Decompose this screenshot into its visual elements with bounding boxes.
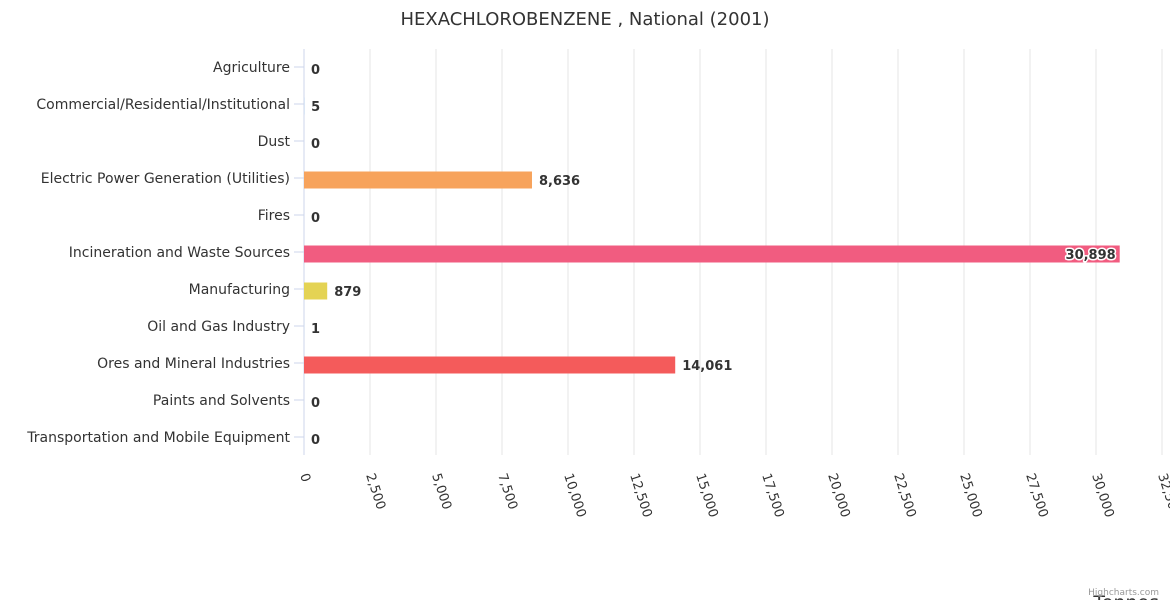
category-label: Ores and Mineral Industries (97, 356, 290, 372)
category-label: Transportation and Mobile Equipment (26, 430, 290, 446)
data-label: 5 (311, 100, 320, 115)
bar[interactable] (304, 357, 675, 374)
category-label: Manufacturing (189, 282, 290, 298)
bar[interactable] (304, 246, 1120, 263)
bar[interactable] (304, 283, 327, 300)
category-label: Electric Power Generation (Utilities) (41, 171, 290, 187)
category-label: Commercial/Residential/Institutional (36, 97, 290, 113)
credits-link[interactable]: Highcharts.com (1088, 588, 1159, 598)
data-label: 14,061 (682, 359, 732, 374)
x-tick-label: 17,500 (758, 472, 786, 520)
chart-title: HEXACHLOROBENZENE , National (2001) (400, 9, 769, 30)
x-tick-label: 32,500 (1154, 472, 1170, 520)
x-tick-label: 27,500 (1022, 472, 1050, 520)
x-tick-label: 2,500 (362, 472, 388, 512)
data-label: 0 (311, 433, 320, 448)
data-label: 1 (311, 322, 320, 337)
x-tick-label: 25,000 (956, 472, 984, 520)
category-label: Fires (258, 208, 290, 224)
category-label: Paints and Solvents (153, 393, 290, 409)
x-tick-label: 22,500 (890, 472, 918, 520)
x-tick-label: 7,500 (494, 472, 520, 512)
data-label: 0 (311, 137, 320, 152)
data-label: 0 (311, 211, 320, 226)
category-label: Agriculture (213, 60, 290, 76)
data-label: 879 (334, 285, 361, 300)
data-label: 30,898 (1066, 248, 1116, 263)
x-tick-label: 12,500 (626, 472, 654, 520)
axes: 0 2,500 5,000 7,500 10,000 12,500 15,000 17,500… (294, 49, 1170, 520)
bars (304, 98, 1120, 374)
x-tick-label: 0 (296, 472, 313, 485)
data-label: 8,636 (539, 174, 580, 189)
x-tick-label: 5,000 (428, 472, 454, 512)
bar[interactable] (304, 172, 532, 189)
data-label: 0 (311, 63, 320, 78)
category-label: Incineration and Waste Sources (69, 245, 290, 261)
x-tick-label: 10,000 (560, 472, 588, 520)
category-label: Dust (258, 134, 291, 150)
category-label: Oil and Gas Industry (147, 319, 290, 335)
x-tick-label: 15,000 (692, 472, 720, 520)
data-label: 0 (311, 396, 320, 411)
x-tick-label: 30,000 (1088, 472, 1116, 520)
x-tick-label: 20,000 (824, 472, 852, 520)
